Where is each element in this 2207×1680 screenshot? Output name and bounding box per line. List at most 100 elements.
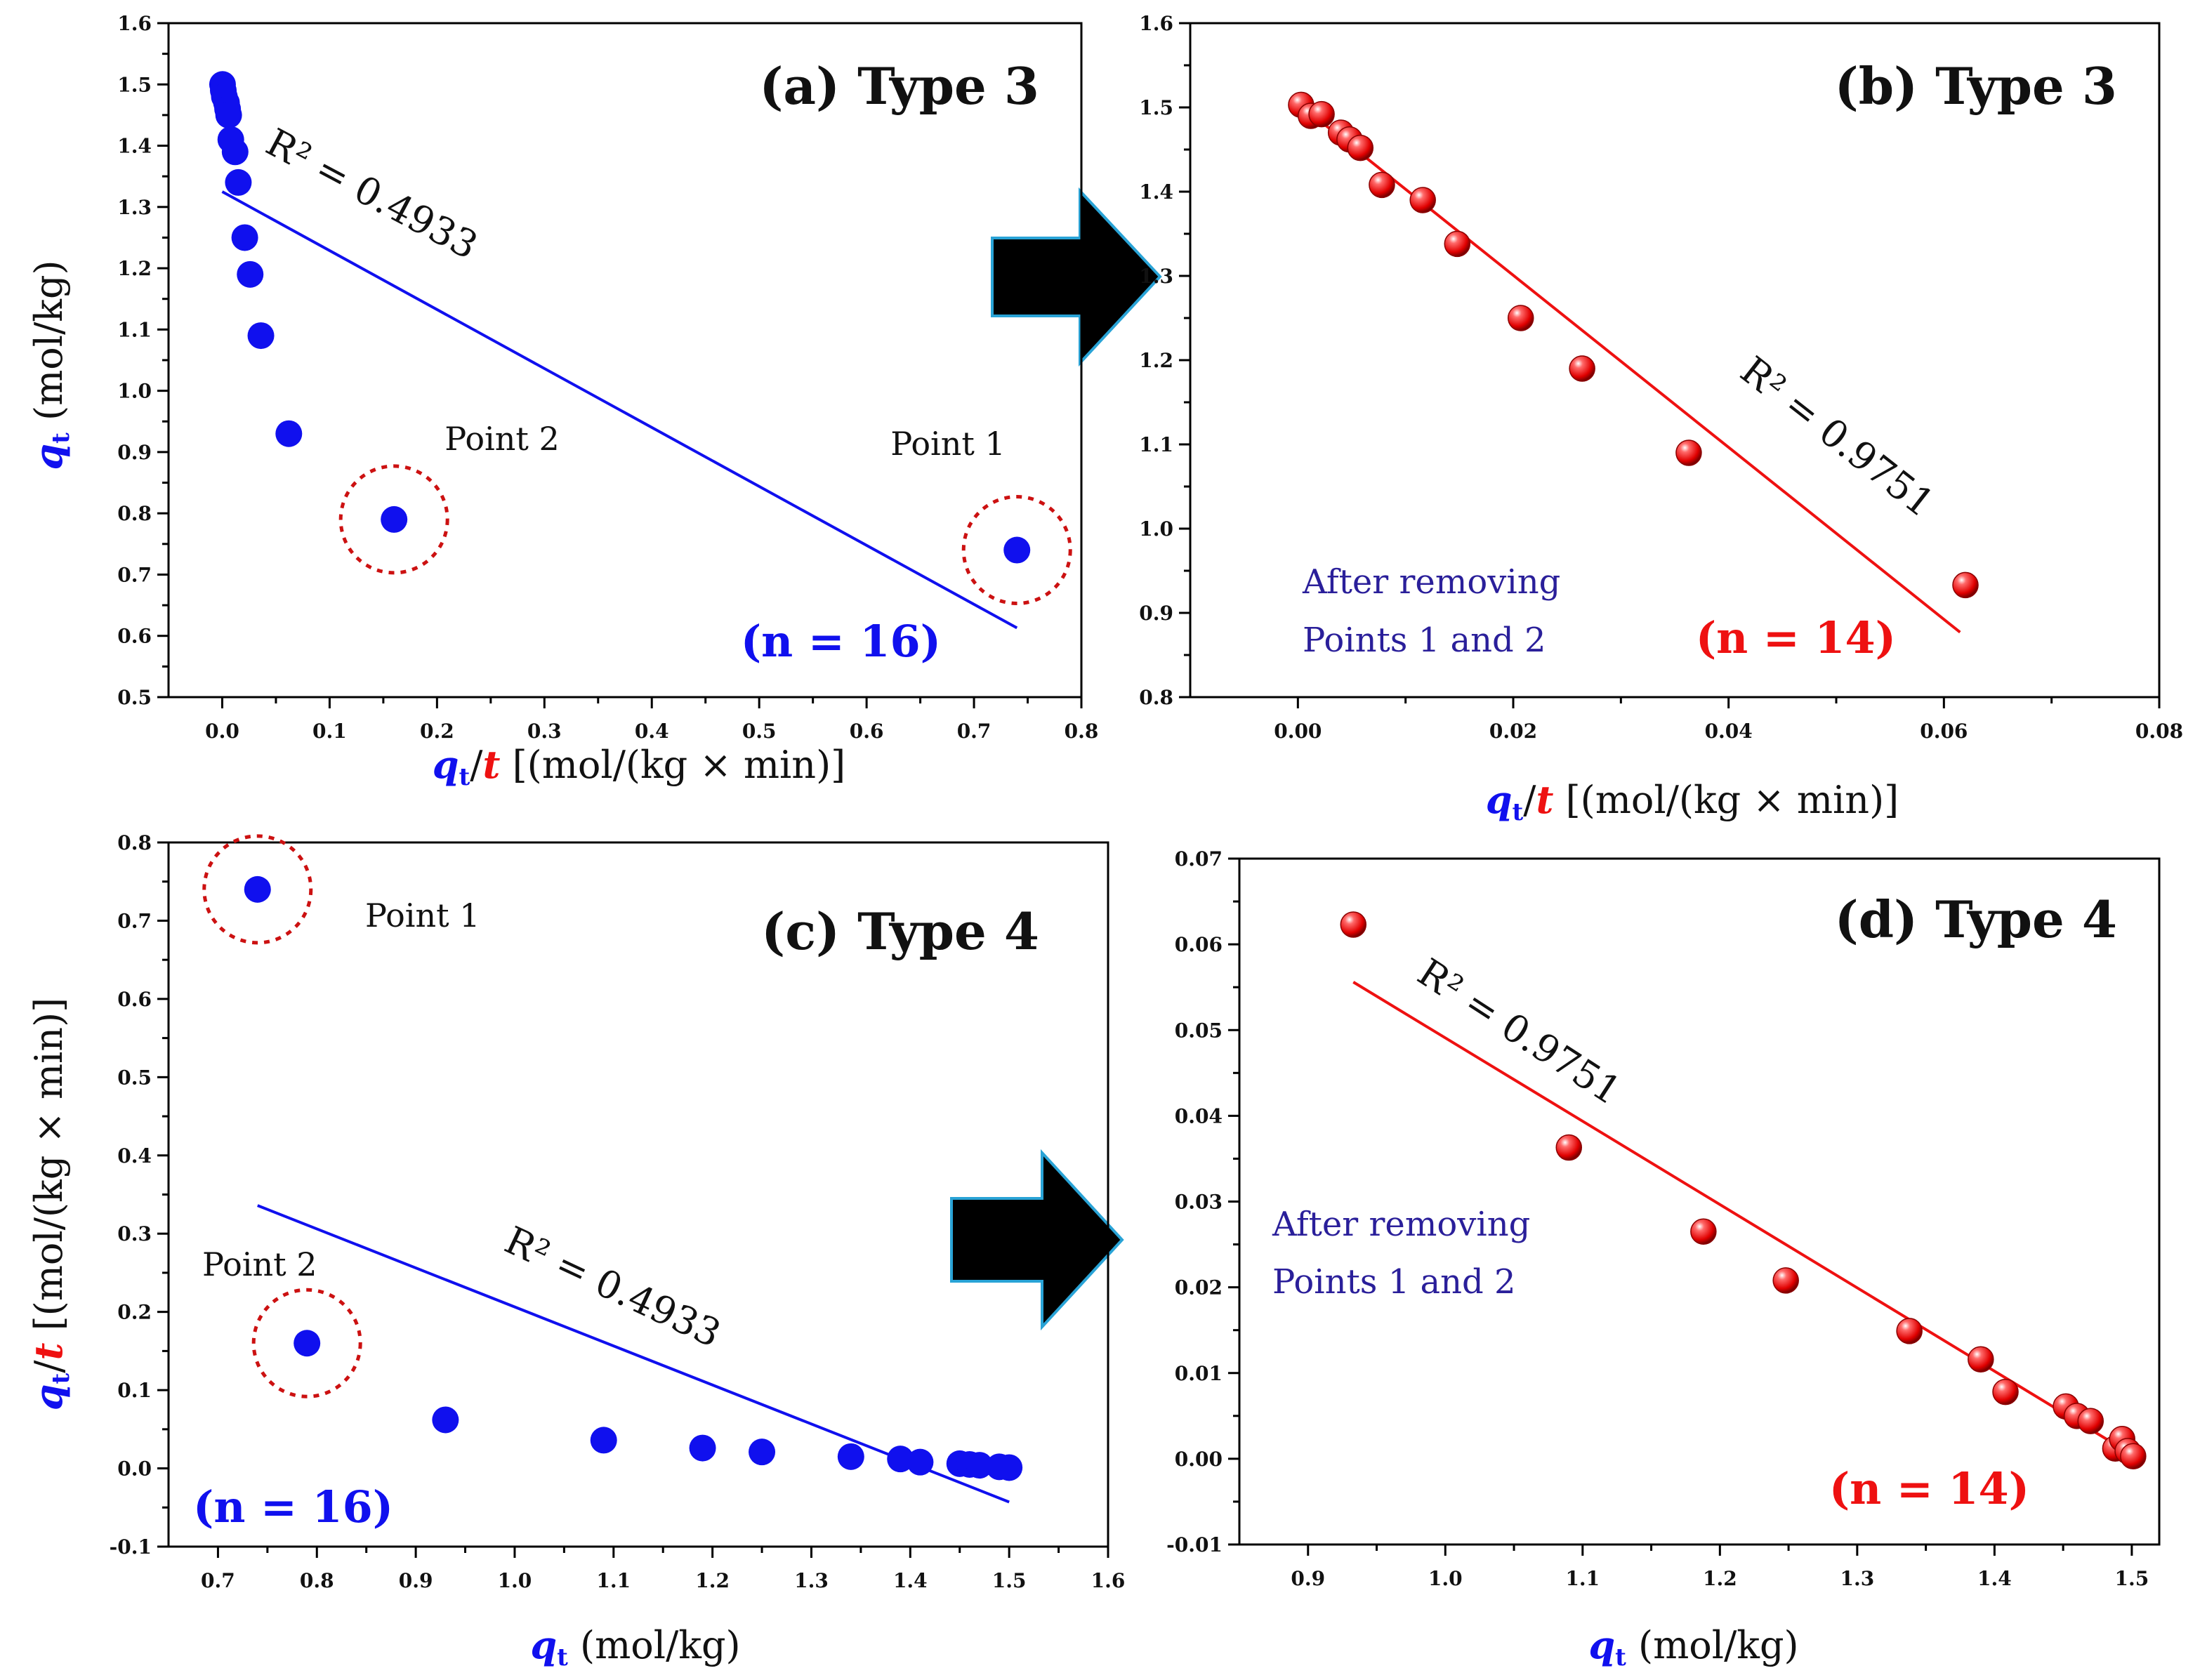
panel-a-y-tick-label: 1.1 <box>117 318 152 341</box>
panel-b-x-axis-label: qt/t [(mol/(kg × min)] <box>1486 777 1899 826</box>
panel-d-x-tick-label: 1.3 <box>1840 1567 1874 1590</box>
panel-d-data-point <box>1896 1318 1923 1344</box>
panel-d-frame <box>1238 857 2161 1546</box>
panel-c-x-tick-label: 0.9 <box>399 1569 433 1592</box>
panel-d-data-point <box>1968 1346 1994 1373</box>
panel-d-x-tick-label: 1.4 <box>1977 1567 2012 1590</box>
panel-c-y-tick-label: 0.8 <box>117 831 152 854</box>
panel-a-plot: 0.0 0.1 0.2 0.3 0.4 0.5 0.6 0.7 0.8 0.5 0.6 0.7 0.8 0… <box>117 12 1098 743</box>
panel-c-x-tick-label: 0.7 <box>201 1569 235 1592</box>
panel-a-data-point <box>231 224 258 251</box>
panel-b-x-tick-label: 0.00 <box>1274 720 1322 743</box>
panel-c-data-point <box>887 1446 914 1473</box>
panel-c-excluded-point-circle <box>202 834 313 945</box>
panel-a-fit-line <box>221 190 1018 630</box>
panel-b-y-tick-label: 1.1 <box>1139 433 1173 456</box>
panel-d-y-tick-label: 0.00 <box>1175 1448 1223 1471</box>
panel-a-y-tick-label: 1.4 <box>117 135 152 158</box>
panel-d-y-tick-label: 0.03 <box>1175 1191 1223 1214</box>
panel-d-fit-line <box>1352 981 2133 1456</box>
panel-c-data-point <box>907 1448 934 1476</box>
panel-c-y-tick-label: 0.7 <box>117 909 152 932</box>
panel-a-n-label: (n = 16) <box>741 616 941 667</box>
panel-a-data-point <box>275 420 303 447</box>
panel-b: 0.00 0.02 0.04 0.06 0.08 0.8 0.9 1.0 1.1 1.2 1.3 1.… <box>1139 12 2183 826</box>
panel-a-y-tick-label: 0.6 <box>117 625 152 648</box>
panel-a-frame <box>167 22 1083 699</box>
panel-d-data-point <box>1772 1267 1799 1294</box>
panel-d-plot: 0.9 1.0 1.1 1.2 1.3 1.4 1.5 -0.01 0.00 0.01 0.02 0.… <box>1166 847 2161 1590</box>
panel-c-plot: 0.7 0.8 0.9 1.0 1.1 1.2 1.3 1.4 1.5 1.6 -0.1 0.0 0.1… <box>110 831 1126 1592</box>
panel-a-x-tick-label: 0.8 <box>1065 720 1099 743</box>
panel-a-x-tick-label: 0.2 <box>420 720 454 743</box>
panel-c-data-point <box>294 1330 321 1357</box>
panel-d-x-tick-label: 1.2 <box>1703 1567 1737 1590</box>
panel-b-data-point <box>1952 571 1979 599</box>
panel-d-y-tick-label: 0.02 <box>1175 1276 1223 1299</box>
panel-a-x-tick-label: 0.6 <box>850 720 884 743</box>
panel-d-title: (d) Type 4 <box>1835 889 2117 949</box>
panel-c-x-tick-label: 1.6 <box>1091 1569 1126 1592</box>
panel-b-fit-line <box>1297 102 1961 634</box>
panel-b-x-tick-label: 0.08 <box>2135 720 2183 743</box>
panel-a-x-tick-label: 0.7 <box>957 720 991 743</box>
panel-b-data-point <box>1569 355 1595 382</box>
panel-b-plot: 0.00 0.02 0.04 0.06 0.08 0.8 0.9 1.0 1.1 1.2 1.3 1.… <box>1139 12 2183 743</box>
panel-b-data-point <box>1507 305 1534 331</box>
panel-c-n-label: (n = 16) <box>193 1481 393 1533</box>
panel-d-y-tick-label: 0.04 <box>1175 1104 1223 1127</box>
panel-a-y-tick-label: 0.5 <box>117 686 152 709</box>
panel-a-y-tick-label: 1.5 <box>117 73 152 96</box>
panel-a-y-tick-label: 1.2 <box>117 257 152 280</box>
panel-c-x-tick-label: 1.5 <box>992 1569 1027 1592</box>
panel-d-data-point <box>2120 1443 2147 1469</box>
panel-c-data-point <box>432 1406 459 1434</box>
panel-c-data-point <box>590 1427 617 1454</box>
panel-b-x-tick-label: 0.04 <box>1705 720 1753 743</box>
panel-c-point2-label: Point 2 <box>202 1245 317 1283</box>
panel-b-data-point <box>1444 230 1471 258</box>
panel-a-excluded-point-circle <box>961 495 1072 606</box>
panel-c-excluded-point-circle <box>251 1288 362 1398</box>
panel-a-r2-label: R² = 0.4933 <box>259 120 485 268</box>
panel-d-n-label: (n = 14) <box>1829 1463 2029 1514</box>
panel-a-data-point <box>215 101 242 128</box>
panel-b-y-tick-label: 1.2 <box>1139 349 1173 372</box>
panel-c-fit-line <box>257 1204 1010 1504</box>
panel-c-data-point <box>966 1452 993 1479</box>
panel-c-x-tick-label: 1.4 <box>893 1569 928 1592</box>
panel-a-y-tick-label: 0.9 <box>117 441 152 464</box>
panel-a-title: (a) Type 3 <box>759 56 1039 116</box>
panel-c-data-point <box>749 1438 776 1466</box>
panel-d-data-point <box>1340 911 1367 938</box>
panel-c-x-axis-label: qt (mol/kg) <box>530 1622 740 1672</box>
panel-c-x-tick-label: 1.1 <box>596 1569 631 1592</box>
panel-a-x-tick-label: 0.5 <box>742 720 777 743</box>
panel-b-y-tick-label: 1.6 <box>1139 12 1173 35</box>
panel-c-data-point <box>689 1434 716 1462</box>
panel-b-y-tick-label: 0.9 <box>1139 602 1173 625</box>
panel-c-y-tick-label: 0.2 <box>117 1301 152 1324</box>
panel-d-x-tick-label: 1.0 <box>1428 1567 1463 1590</box>
arrow-right-top-icon <box>991 187 1162 367</box>
panel-d-x-axis-label: qt (mol/kg) <box>1588 1622 1798 1672</box>
panel-c-y-tick-label: 0.0 <box>117 1457 152 1481</box>
panel-a-data-point <box>247 322 275 350</box>
panel-d-y-tick-label: -0.01 <box>1166 1533 1223 1556</box>
panel-c-x-tick-label: 1.0 <box>498 1569 532 1592</box>
panel-a-point2-label: Point 2 <box>444 420 560 458</box>
panel-d-x-tick-label: 1.5 <box>2115 1567 2149 1590</box>
panel-c-data-point <box>244 875 271 903</box>
panel-b-x-tick-label: 0.02 <box>1489 720 1537 743</box>
panel-d-note-line2: Points 1 and 2 <box>1272 1262 1516 1302</box>
panel-d-y-tick-label: 0.06 <box>1175 933 1223 956</box>
panel-a-data-point <box>221 138 249 166</box>
panel-c-x-tick-label: 1.2 <box>695 1569 730 1592</box>
panel-c-data-point <box>996 1454 1023 1481</box>
panel-a-x-axis-label: qt/t [(mol/(kg × min)] <box>433 742 845 791</box>
panel-d-data-point <box>2077 1408 2104 1434</box>
panel-b-y-tick-label: 1.4 <box>1139 180 1173 204</box>
panel-b-y-tick-label: 1.5 <box>1139 96 1173 119</box>
panel-a-data-point <box>225 168 252 196</box>
panel-a-data-point <box>1003 536 1031 564</box>
